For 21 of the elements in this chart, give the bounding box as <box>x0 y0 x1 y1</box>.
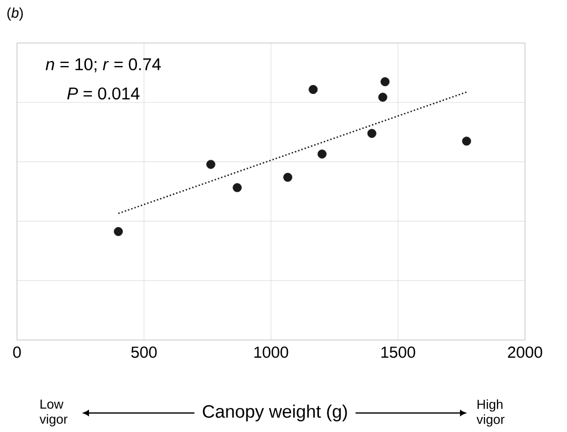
point <box>283 172 292 182</box>
x-tick-label: 0 <box>13 346 21 358</box>
point <box>308 84 318 94</box>
x-tick-label: 500 <box>131 346 157 358</box>
x-tick-label: 1500 <box>381 346 416 358</box>
point <box>206 160 216 169</box>
annotation: P = 0.014 <box>67 87 140 100</box>
point <box>367 128 376 138</box>
x-tick-label: 1000 <box>254 346 288 358</box>
text: n = 10; r = 0.74 <box>46 58 161 72</box>
x-axis-title: Canopy weight (g) <box>202 404 347 422</box>
point <box>318 150 327 159</box>
point <box>462 136 472 146</box>
text: High vigor <box>476 399 504 427</box>
point <box>232 183 242 192</box>
text: Low vigor <box>40 400 68 426</box>
chart-title: (b) <box>7 8 23 21</box>
point <box>380 77 390 86</box>
point <box>378 92 388 102</box>
point <box>114 227 123 236</box>
x-tick-label: 2000 <box>508 346 542 358</box>
